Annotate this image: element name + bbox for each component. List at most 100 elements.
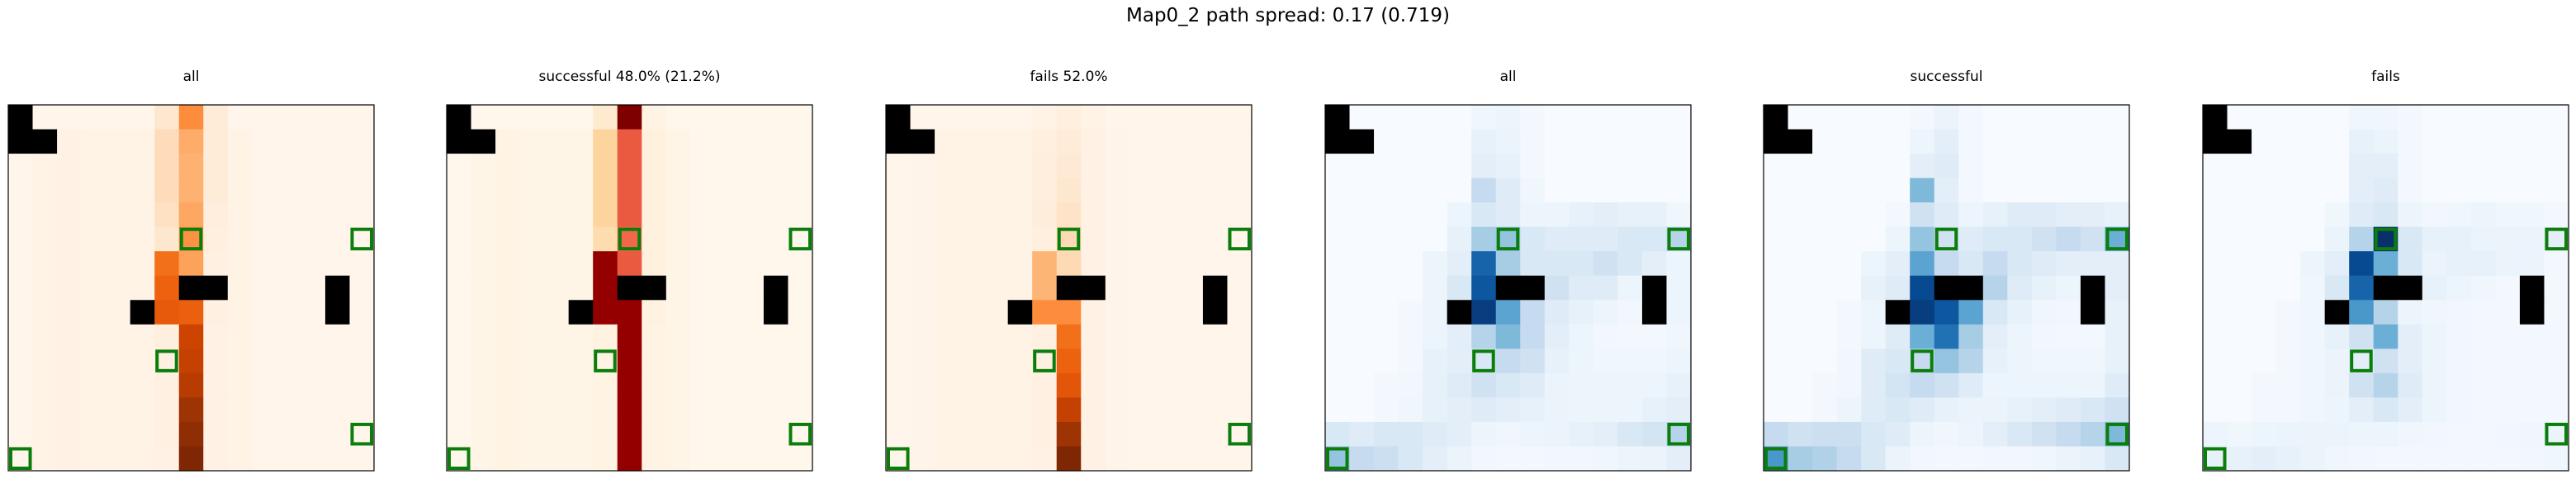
heatmap-cell: [2105, 129, 2130, 154]
target-marker: [179, 227, 203, 251]
heatmap-cell: [959, 129, 984, 154]
wall-cell: [1202, 275, 1229, 301]
heatmap-cell: [2007, 275, 2033, 301]
wall-cell: [447, 129, 472, 154]
heatmap-cell: [495, 178, 521, 203]
heatmap-cell: [1447, 397, 1472, 423]
heatmap-cell: [1910, 421, 1935, 448]
heatmap-cell: [1007, 275, 1033, 301]
heatmap-cell: [1056, 300, 1082, 325]
heatmap-cell: [276, 105, 301, 130]
target-marker: [2545, 422, 2568, 446]
heatmap-cell: [1812, 105, 1838, 130]
heatmap-cell: [1764, 226, 1789, 252]
heatmap-cell: [495, 129, 521, 154]
heatmap-cell: [519, 275, 545, 301]
heatmap-cell: [2324, 226, 2350, 252]
heatmap-cell: [935, 275, 960, 301]
heatmap-cell: [1423, 154, 1448, 179]
heatmap-cell: [1423, 372, 1448, 398]
heatmap-cell: [2446, 397, 2472, 423]
heatmap-cell: [349, 178, 375, 203]
heatmap-cell: [1178, 372, 1204, 398]
heatmap-cell: [203, 154, 229, 179]
heatmap-cell: [252, 251, 277, 277]
heatmap-cell: [910, 421, 935, 448]
heatmap-cell: [130, 154, 155, 179]
heatmap-cell: [642, 178, 667, 203]
heatmap-cell: [32, 300, 58, 325]
axes-frame: [2202, 104, 2569, 472]
heatmap-cell: [1227, 397, 1252, 423]
heatmap-cell: [57, 275, 83, 301]
heatmap-cell: [1178, 300, 1204, 325]
heatmap-cell: [1105, 251, 1130, 277]
heatmap-cell: [2227, 226, 2252, 252]
heatmap-cell: [1007, 324, 1033, 349]
heatmap-cell: [617, 178, 642, 203]
heatmap-cell: [301, 105, 326, 130]
heatmap-cell: [1910, 105, 1935, 130]
heatmap-cell: [2470, 324, 2496, 349]
heatmap-cell: [1056, 202, 1082, 228]
heatmap-cell: [983, 202, 1009, 228]
heatmap-cell: [2349, 202, 2375, 228]
heatmap-cell: [349, 105, 375, 130]
heatmap-cell: [1569, 324, 1594, 349]
heatmap-cell: [2422, 324, 2447, 349]
heatmap-cell: [2373, 300, 2398, 325]
heatmap-cell: [178, 202, 204, 228]
heatmap-cell: [1007, 446, 1033, 472]
heatmap-cell: [1202, 372, 1229, 398]
heatmap-cell: [1812, 226, 1838, 252]
heatmap-cell: [2544, 154, 2569, 179]
heatmap-cell: [1153, 154, 1179, 179]
heatmap-cell: [1129, 178, 1155, 203]
heatmap-cell: [349, 397, 375, 423]
heatmap-cell: [301, 154, 326, 179]
heatmap-cell: [2519, 154, 2545, 179]
heatmap-cell: [8, 275, 34, 301]
heatmap-cell: [324, 446, 351, 472]
heatmap-cell: [1471, 300, 1497, 325]
heatmap-cell: [544, 421, 570, 448]
heatmap-cell: [519, 251, 545, 277]
heatmap-cell: [203, 178, 229, 203]
heatmap-cell: [2227, 275, 2252, 301]
heatmap-cell: [1885, 251, 1911, 277]
heatmap-cell: [690, 275, 716, 301]
heatmap-panel-4: all: [1324, 69, 1692, 472]
heatmap-cell: [1349, 105, 1375, 130]
heatmap-cell: [519, 226, 545, 252]
heatmap-cell: [568, 129, 594, 154]
heatmap-cell: [1764, 300, 1789, 325]
heatmap-cell: [2349, 154, 2375, 179]
heatmap-cell: [1495, 251, 1521, 277]
heatmap-cell: [2519, 446, 2545, 472]
wall-cell: [1764, 105, 1789, 130]
target-marker: [1764, 447, 1788, 470]
target-marker: [618, 227, 642, 251]
heatmap-cell: [1544, 275, 1570, 301]
heatmap-cell: [1569, 446, 1594, 472]
heatmap-cell: [276, 154, 301, 179]
heatmap-cell: [2544, 178, 2569, 203]
heatmap-cell: [1617, 251, 1643, 277]
heatmap-cell: [1982, 324, 2008, 349]
heatmap-cell: [130, 421, 155, 448]
panel-title: all: [183, 69, 200, 85]
heatmap-cell: [1544, 421, 1570, 448]
heatmap-cell: [81, 129, 107, 154]
heatmap-cell: [227, 202, 253, 228]
heatmap-cell: [2373, 446, 2398, 472]
heatmap-cell: [1105, 129, 1130, 154]
heatmap-cell: [1081, 446, 1106, 472]
heatmap-cell: [301, 372, 326, 398]
heatmap-cell: [788, 202, 813, 228]
heatmap-cell: [57, 154, 83, 179]
heatmap-cell: [2300, 202, 2326, 228]
heatmap-cell: [568, 421, 594, 448]
heatmap-cell: [1081, 349, 1106, 374]
wall-cell: [1885, 300, 1911, 325]
heatmap-cell: [2252, 105, 2277, 130]
